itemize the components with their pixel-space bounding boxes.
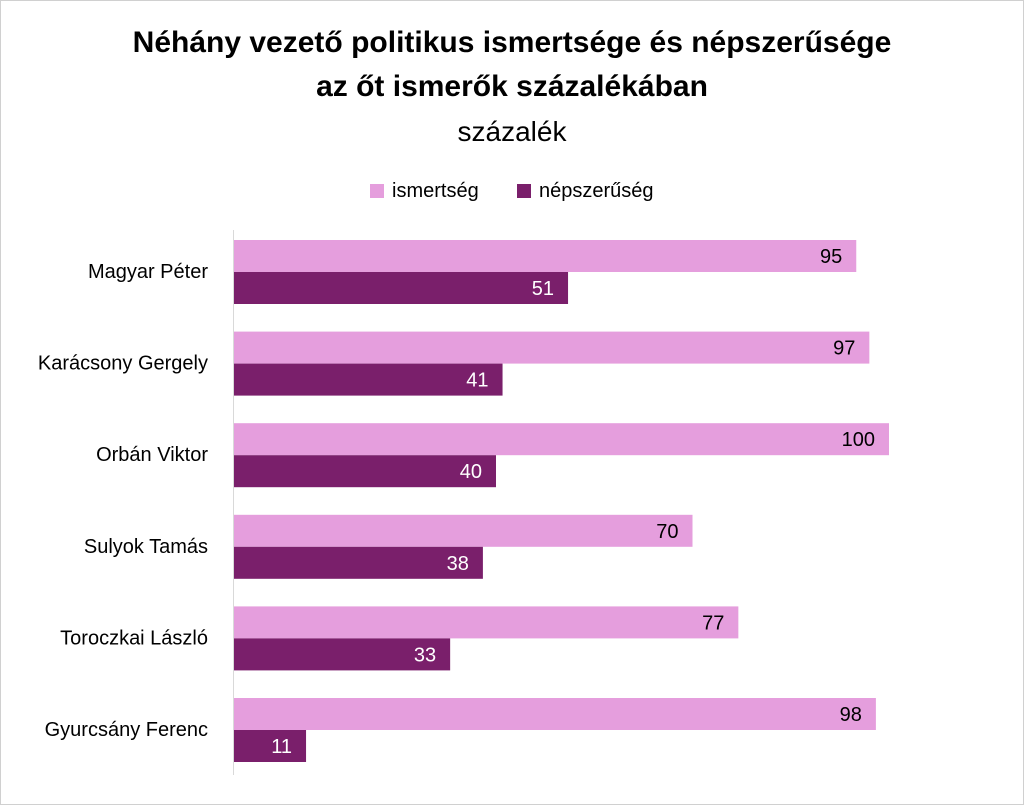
bar-ismertseg-orban-viktor xyxy=(234,423,889,456)
bar-ismertseg-karacsony-gergely xyxy=(234,331,870,364)
category-label-gyurcsany-ferenc: Gyurcsány Ferenc xyxy=(45,719,208,741)
bar-ismertseg-sulyok-tamas xyxy=(234,514,693,547)
data-label-nepszeruseg-gyurcsany-ferenc: 11 xyxy=(271,736,292,758)
chart-legend: ismertség népszerűség xyxy=(0,178,1024,204)
chart-title-line1: Néhány vezető politikus ismertsége és né… xyxy=(132,26,892,59)
data-label-ismertseg-magyar-peter: 95 xyxy=(820,246,842,268)
data-label-nepszeruseg-orban-viktor: 40 xyxy=(460,461,482,483)
data-label-nepszeruseg-karacsony-gergely: 41 xyxy=(466,370,488,392)
bar-ismertseg-gyurcsany-ferenc xyxy=(234,698,876,730)
bar-nepszeruseg-karacsony-gergely xyxy=(234,363,503,396)
legend-label-nepszeruseg: népszerűség xyxy=(539,179,654,202)
bar-nepszeruseg-toroczkai-laszlo xyxy=(234,638,451,671)
chart-subtitle: százalék xyxy=(457,116,567,147)
bar-nepszeruseg-magyar-peter xyxy=(234,272,569,304)
bar-ismertseg-toroczkai-laszlo xyxy=(234,606,739,639)
data-label-ismertseg-orban-viktor: 100 xyxy=(842,429,875,451)
data-label-ismertseg-gyurcsany-ferenc: 98 xyxy=(840,704,862,726)
legend-label-ismertseg: ismertség xyxy=(392,179,479,202)
category-label-karacsony-gergely: Karácsony Gergely xyxy=(38,353,208,375)
legend-swatch-nepszeruseg xyxy=(517,184,531,198)
category-label-toroczkai-laszlo: Toroczkai László xyxy=(60,627,208,649)
data-label-nepszeruseg-sulyok-tamas: 38 xyxy=(447,553,469,575)
legend-item-nepszeruseg: népszerűség xyxy=(517,178,654,204)
category-label-sulyok-tamas: Sulyok Tamás xyxy=(84,536,208,558)
data-label-nepszeruseg-magyar-peter: 51 xyxy=(532,278,554,300)
data-label-nepszeruseg-toroczkai-laszlo: 33 xyxy=(414,644,436,666)
legend-item-ismertseg: ismertség xyxy=(370,178,479,204)
bar-nepszeruseg-gyurcsany-ferenc xyxy=(234,730,307,762)
bar-ismertseg-magyar-peter xyxy=(234,240,857,272)
bar-nepszeruseg-orban-viktor xyxy=(234,455,496,488)
data-label-ismertseg-karacsony-gergely: 97 xyxy=(833,338,855,360)
data-label-ismertseg-sulyok-tamas: 70 xyxy=(656,521,678,543)
legend-swatch-ismertseg xyxy=(370,184,384,198)
category-label-magyar-peter: Magyar Péter xyxy=(88,261,208,283)
category-label-orban-viktor: Orbán Viktor xyxy=(96,444,208,466)
bar-nepszeruseg-sulyok-tamas xyxy=(234,546,483,579)
data-label-ismertseg-toroczkai-laszlo: 77 xyxy=(702,612,724,634)
chart-title-line2: az őt ismerők százalékában xyxy=(316,70,708,103)
